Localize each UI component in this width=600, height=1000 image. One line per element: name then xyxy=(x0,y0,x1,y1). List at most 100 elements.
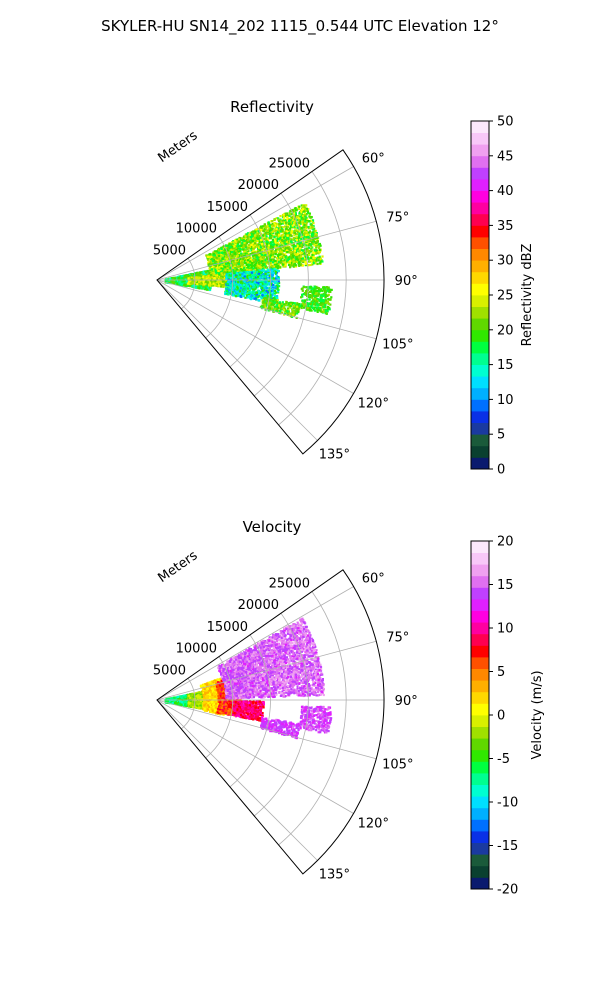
reflectivity-echo-gate xyxy=(243,254,246,257)
reflectivity-echo-gate xyxy=(202,271,205,274)
reflectivity-echo-gate xyxy=(259,256,263,259)
reflectivity-echo-gate xyxy=(307,246,311,249)
reflectivity-echo-gate xyxy=(268,222,271,225)
reflectivity-echo-gate xyxy=(207,256,210,259)
reflectivity-echo-gate xyxy=(283,242,286,245)
reflectivity-echo-gate xyxy=(211,281,214,284)
reflectivity-echo-gate xyxy=(295,253,298,256)
reflectivity-echo-gate xyxy=(271,264,274,268)
reflectivity-echo-gate xyxy=(273,224,277,227)
reflectivity-echo-gate xyxy=(264,242,267,245)
reflectivity-echo-gate xyxy=(241,238,244,241)
reflectivity-echo-gate xyxy=(265,266,268,269)
reflectivity-echo-gate xyxy=(264,259,267,262)
reflectivity-echo-gate xyxy=(304,244,307,247)
reflectivity-echo-gate xyxy=(184,277,187,280)
reflectivity-echo-gate xyxy=(319,244,322,247)
reflectivity-echo-gate xyxy=(305,235,309,239)
reflectivity-echo-gate xyxy=(292,241,295,244)
reflectivity-echo-gate xyxy=(198,276,201,279)
reflectivity-echo-gate xyxy=(243,266,246,269)
reflectivity-echo-gate xyxy=(207,287,210,290)
reflectivity-echo-gate xyxy=(267,262,270,265)
reflectivity-echo-gate xyxy=(258,241,261,244)
reflectivity-echo-gate xyxy=(254,230,257,233)
reflectivity-echo-gate xyxy=(287,237,290,240)
reflectivity-echo-gate xyxy=(272,245,275,248)
reflectivity-echo-gate xyxy=(238,254,241,257)
reflectivity-echo-gate xyxy=(312,251,315,254)
reflectivity-echo-gate xyxy=(282,249,285,252)
reflectivity-echo-gate xyxy=(274,239,277,242)
reflectivity-echo-gate xyxy=(269,241,272,244)
reflectivity-echo-gate xyxy=(314,259,318,262)
reflectivity-echo-gate xyxy=(298,212,301,215)
reflectivity-echo-gate xyxy=(278,219,281,223)
reflectivity-echo-gate xyxy=(207,274,211,278)
reflectivity-echo-gate xyxy=(214,268,217,271)
reflectivity-echo-gate xyxy=(282,247,285,250)
reflectivity-echo-gate xyxy=(204,273,207,276)
reflectivity-echo-gate xyxy=(285,212,289,215)
reflectivity-echo-gate xyxy=(172,277,175,280)
reflectivity-echo-gate xyxy=(238,236,241,240)
reflectivity-echo-gate xyxy=(296,230,299,233)
reflectivity-echo-gate xyxy=(298,249,301,253)
reflectivity-echo-gate xyxy=(225,280,228,283)
reflectivity-echo-gate xyxy=(250,245,253,248)
reflectivity-echo-gate xyxy=(281,237,284,240)
reflectivity-echo-gate xyxy=(308,238,311,241)
reflectivity-echo-gate xyxy=(257,228,260,231)
reflectivity-echo-gate xyxy=(239,257,242,261)
reflectivity-echo-gate xyxy=(241,252,244,255)
reflectivity-echo-gate xyxy=(293,225,296,228)
reflectivity-echo-gate xyxy=(217,253,220,256)
reflectivity-echo-gate xyxy=(196,272,199,275)
reflectivity-echo-gate xyxy=(261,252,264,255)
reflectivity-echo-gate xyxy=(285,236,288,239)
reflectivity-echo-gate xyxy=(188,280,191,283)
reflectivity-echo-gate xyxy=(229,256,232,260)
reflectivity-echo-gate xyxy=(268,229,271,232)
reflectivity-echo-gate xyxy=(232,240,235,243)
reflectivity-echo-gate xyxy=(264,238,267,241)
reflectivity-echo-gate xyxy=(205,287,208,290)
reflectivity-echo-gate xyxy=(263,245,266,248)
reflectivity-echo-gate xyxy=(255,262,258,265)
reflectivity-echo-gate xyxy=(300,229,303,232)
reflectivity-echo-gate xyxy=(205,284,208,288)
reflectivity-echo-gate xyxy=(187,284,190,287)
reflectivity-echo-gate xyxy=(270,254,273,257)
reflectivity-echo-gate xyxy=(297,258,300,261)
reflectivity-echo-gate xyxy=(300,226,303,229)
reflectivity-echo-gate xyxy=(302,237,305,240)
reflectivity-echo-gate xyxy=(313,230,316,233)
reflectivity-echo-gate xyxy=(308,243,311,246)
reflectivity-echo-gate xyxy=(296,224,299,227)
reflectivity-echo-gate xyxy=(259,226,262,229)
reflectivity-echo-gate xyxy=(207,277,210,280)
reflectivity-echo-gate xyxy=(226,246,229,249)
reflectivity-echo-gate xyxy=(298,264,301,267)
reflectivity-echo-gate xyxy=(247,244,250,247)
reflectivity-echo-gate xyxy=(311,231,314,234)
reflectivity-echo-gate xyxy=(304,260,307,263)
reflectivity-echo-gate xyxy=(267,256,271,259)
reflectivity-echo-gate xyxy=(308,226,311,229)
reflectivity-echo-gate xyxy=(268,228,271,231)
reflectivity-echo-gate xyxy=(249,236,252,239)
reflectivity-echo-gate xyxy=(317,259,320,262)
reflectivity-echo-gate xyxy=(234,268,237,271)
reflectivity-echo-gate xyxy=(284,249,287,252)
reflectivity-echo-gate xyxy=(281,235,284,238)
reflectivity-echo-gate xyxy=(206,269,209,273)
reflectivity-echo-gate xyxy=(275,256,279,260)
reflectivity-echo-gate xyxy=(303,212,306,215)
reflectivity-echo-gate xyxy=(247,249,250,253)
reflectivity-echo-gate xyxy=(293,263,296,266)
reflectivity-echo-gate xyxy=(317,246,320,249)
reflectivity-echo-gate xyxy=(255,256,258,259)
reflectivity-echo-gate xyxy=(297,261,300,264)
reflectivity-echo-gate xyxy=(220,264,223,267)
reflectivity-echo-gate xyxy=(228,266,231,269)
